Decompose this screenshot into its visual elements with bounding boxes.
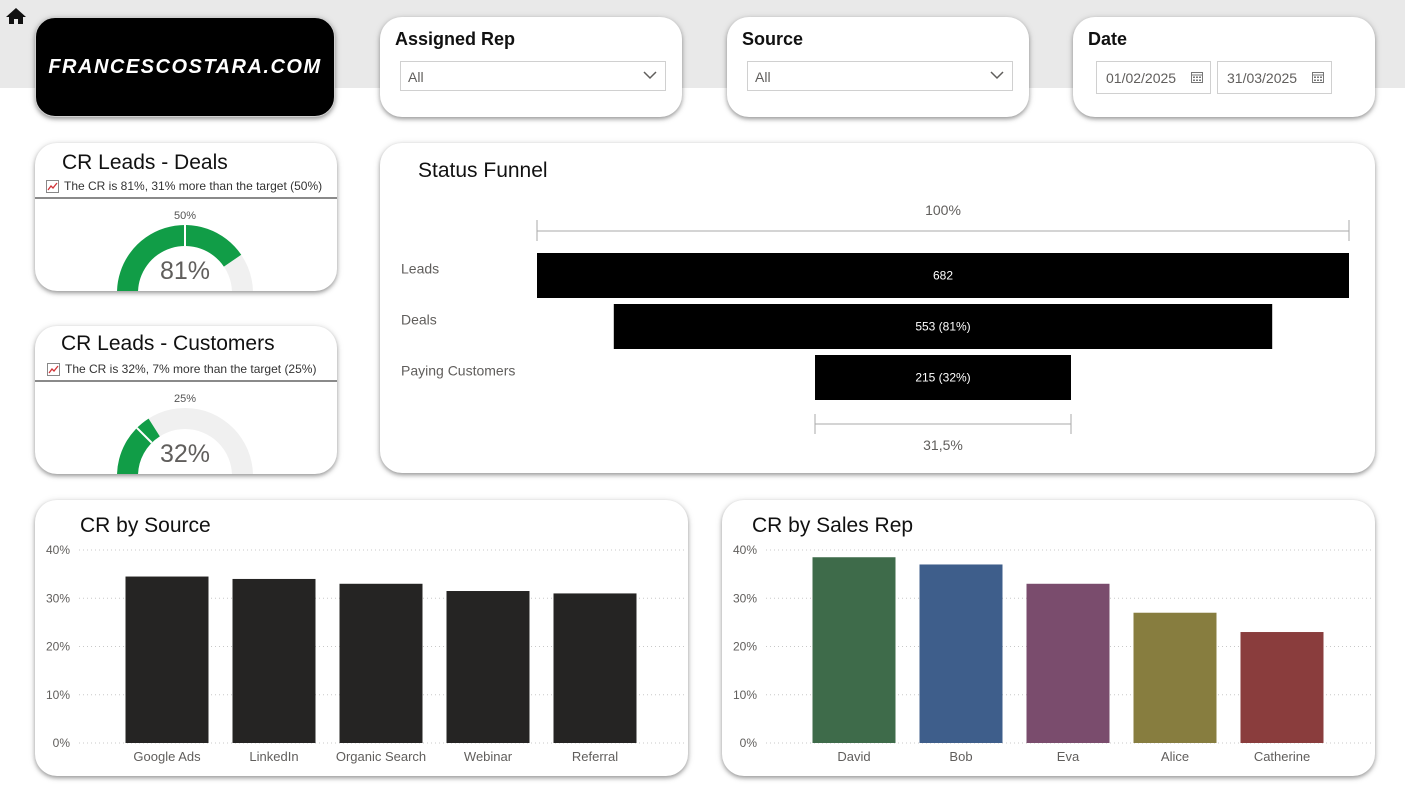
x-tick-label: Eva <box>1057 749 1080 764</box>
funnel-stage-label: Deals <box>401 312 437 328</box>
bar <box>1026 583 1110 743</box>
gauge: 50% 81% <box>117 210 253 291</box>
x-tick-label: David <box>837 749 870 764</box>
gauge-value-arc <box>117 225 242 291</box>
funnel-bar-label: 215 (32%) <box>915 371 970 385</box>
assigned-rep-slicer: Assigned Rep All <box>380 17 682 117</box>
cr-by-sales-rep-chart: 0% 10% 20% 30% 40% David Bob Eva Alice Catherine <box>733 543 1372 764</box>
gauge-value-label: 81% <box>160 257 210 285</box>
gauge-target-label: 25% <box>174 393 196 405</box>
end-date-value: 31/03/2025 <box>1227 70 1298 86</box>
gauge-value-label: 32% <box>160 440 210 468</box>
y-tick-label: 20% <box>733 640 757 654</box>
x-tick-label: Webinar <box>464 749 513 764</box>
cr-by-source-card: CR by Source 0% 10% 20% 30% 40% Google Ads Lin… <box>35 500 688 776</box>
bar <box>812 557 896 743</box>
x-tick-label: Organic Search <box>336 749 426 764</box>
chevron-down-icon <box>643 71 657 80</box>
start-date-input[interactable]: 01/02/2025 <box>1096 61 1211 94</box>
bar <box>553 593 637 743</box>
bar <box>1240 632 1324 743</box>
status-funnel-card: Status Funnel 100% 682 Leads 553 (81%) Deals… <box>380 143 1375 473</box>
bar <box>125 576 209 743</box>
home-icon[interactable] <box>5 6 27 26</box>
x-tick-label: Referral <box>572 749 618 764</box>
cr-by-source-chart: 0% 10% 20% 30% 40% Google Ads LinkedIn Organic … <box>46 543 685 764</box>
x-tick-label: Catherine <box>1254 749 1310 764</box>
kpi-title: CR Leads - Deals <box>62 151 228 174</box>
y-tick-label: 40% <box>733 543 757 557</box>
y-tick-label: 10% <box>733 688 757 702</box>
assigned-rep-label: Assigned Rep <box>395 29 516 49</box>
assigned-rep-dropdown[interactable]: All <box>400 61 666 91</box>
bar <box>919 564 1003 743</box>
y-tick-label: 0% <box>53 736 71 750</box>
x-tick-label: Google Ads <box>133 749 201 764</box>
x-tick-label: Alice <box>1161 749 1189 764</box>
source-slicer: Source All <box>727 17 1029 117</box>
y-tick-label: 10% <box>46 688 70 702</box>
kpi-subtitle-text: The CR is 32%, 7% more than the target (… <box>65 362 317 376</box>
funnel-bar <box>613 304 1273 349</box>
funnel-bar <box>537 253 1349 298</box>
funnel-bar <box>815 355 1071 400</box>
logo-text: FRANCESCOSTARA.COM <box>48 55 322 78</box>
source-label: Source <box>742 29 804 49</box>
bar <box>1133 612 1217 743</box>
y-tick-label: 30% <box>733 591 757 605</box>
chevron-down-icon <box>990 71 1004 80</box>
calendar-icon[interactable] <box>1312 71 1324 83</box>
kpi-subtitle: The CR is 32%, 7% more than the target (… <box>47 362 316 376</box>
funnel-stage-label: Leads <box>401 261 439 277</box>
divider <box>35 380 337 382</box>
assigned-rep-value: All <box>408 69 424 85</box>
gauge-value-arc <box>117 418 160 474</box>
kpi-card-leads-deals: CR Leads - Deals The CR is 81%, 31% more… <box>35 143 337 291</box>
kpi-subtitle-text: The CR is 81%, 31% more than the target … <box>64 179 323 193</box>
gauge-target-label: 50% <box>174 210 196 222</box>
calendar-icon[interactable] <box>1191 71 1203 83</box>
y-tick-label: 20% <box>46 640 70 654</box>
kpi-card-leads-customers: CR Leads - Customers The CR is 32%, 7% m… <box>35 326 337 474</box>
source-value: All <box>755 69 771 85</box>
y-tick-label: 30% <box>46 591 70 605</box>
bar <box>446 591 530 743</box>
start-date-value: 01/02/2025 <box>1106 70 1177 86</box>
logo-card: FRANCESCOSTARA.COM <box>35 17 335 117</box>
trend-up-icon <box>47 362 60 376</box>
chart-title: CR by Sales Rep <box>752 514 914 537</box>
funnel-stage-label: Paying Customers <box>401 363 515 379</box>
cr-by-sales-rep-card: CR by Sales Rep 0% 10% 20% 30% 40% David Bob Ev… <box>722 500 1375 776</box>
kpi-subtitle: The CR is 81%, 31% more than the target … <box>46 179 322 193</box>
chart-title: CR by Source <box>80 514 211 537</box>
bar <box>339 583 423 743</box>
gauge-target-marker <box>136 427 153 444</box>
x-tick-label: Bob <box>949 749 972 764</box>
date-slicer: Date 01/02/2025 31/03/2025 <box>1073 17 1375 117</box>
funnel-bar-label: 682 <box>933 269 953 283</box>
funnel-title: Status Funnel <box>418 159 548 182</box>
date-label: Date <box>1088 29 1128 49</box>
x-tick-label: LinkedIn <box>249 749 298 764</box>
trend-up-icon <box>46 179 59 193</box>
y-tick-label: 0% <box>740 736 758 750</box>
funnel-top-label: 100% <box>925 202 961 218</box>
funnel-chart: 100% 682 Leads 553 (81%) Deals 215 (32%) Payin… <box>401 202 1350 453</box>
funnel-bar-label: 553 (81%) <box>915 320 970 334</box>
y-tick-label: 40% <box>46 543 70 557</box>
funnel-bottom-label: 31,5% <box>923 437 963 453</box>
source-dropdown[interactable]: All <box>747 61 1013 91</box>
kpi-title: CR Leads - Customers <box>61 332 275 355</box>
bar <box>232 578 316 743</box>
divider <box>35 197 337 199</box>
end-date-input[interactable]: 31/03/2025 <box>1217 61 1332 94</box>
gauge: 25% 32% <box>117 393 253 474</box>
